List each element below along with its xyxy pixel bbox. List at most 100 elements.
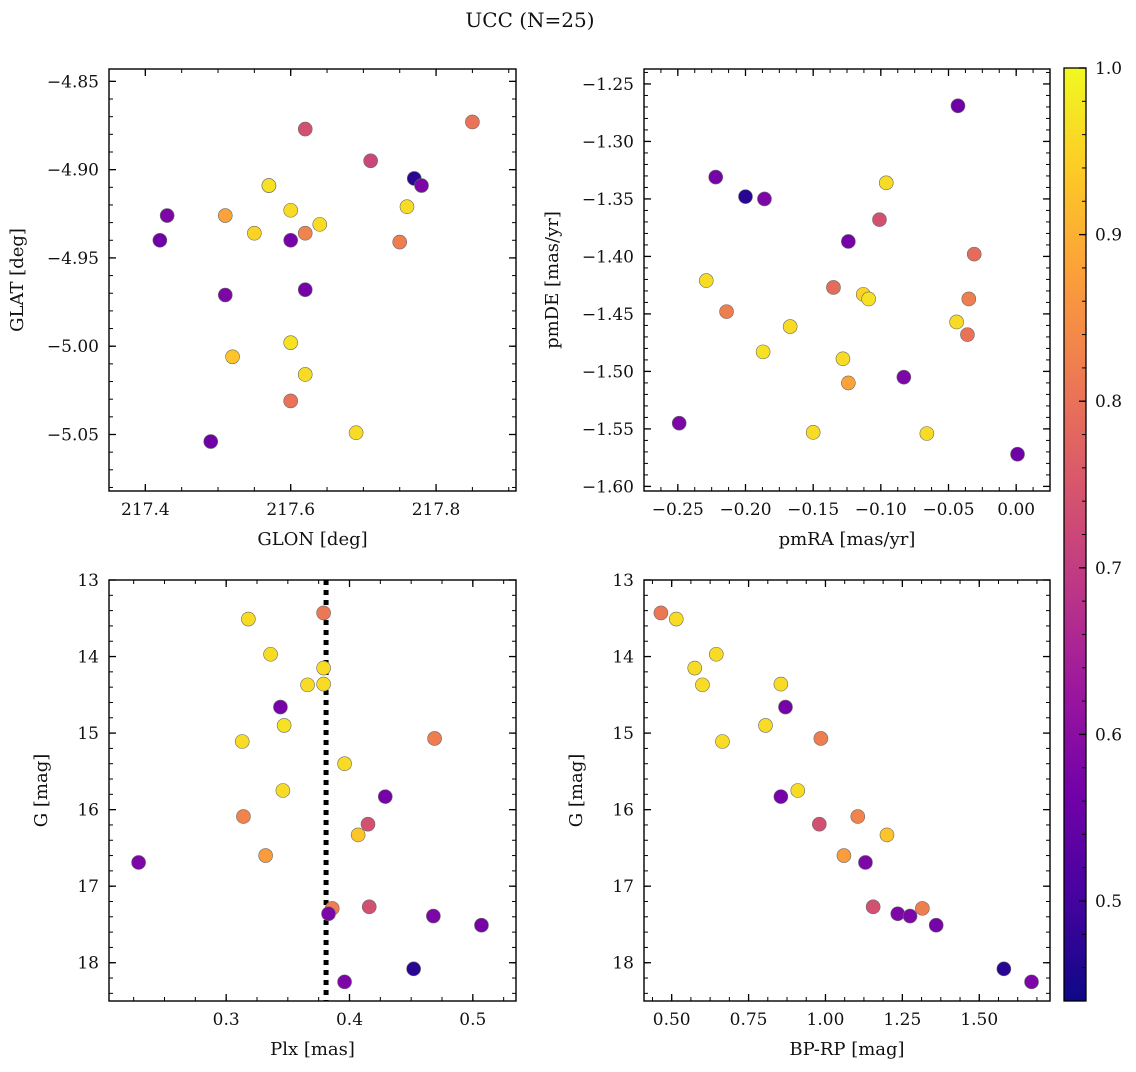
x-tick-label: −0.15: [787, 500, 839, 520]
y-tick-label: 14: [77, 648, 99, 668]
data-point: [414, 178, 429, 193]
x-tick-label: 1.00: [807, 1010, 845, 1030]
data-point: [203, 434, 219, 449]
x-tick-label: 0.3: [213, 1010, 240, 1030]
data-point: [813, 731, 829, 746]
data-point: [152, 232, 168, 248]
y-tick-label: 16: [612, 801, 634, 821]
x-axis-label: BP-RP [mag]: [789, 1039, 904, 1060]
data-point: [131, 855, 146, 870]
data-point: [297, 282, 313, 298]
y-tick-label: −5.05: [47, 425, 99, 445]
x-axis-label: pmRA [mas/yr]: [779, 529, 916, 550]
data-point: [773, 789, 789, 804]
x-tick-label: 217.6: [266, 500, 315, 520]
data-point: [966, 246, 982, 262]
data-point: [841, 234, 856, 249]
data-point: [778, 699, 793, 715]
data-point: [283, 393, 298, 409]
data-point: [949, 314, 964, 330]
data-point: [426, 908, 441, 924]
axes-frame: [108, 68, 517, 492]
data-point: [671, 415, 687, 431]
points: [152, 114, 480, 449]
x-tick-label: −0.05: [922, 500, 974, 520]
y-tick-label: −5.00: [47, 337, 99, 357]
data-point: [316, 605, 331, 621]
data-point: [363, 153, 378, 169]
data-point: [708, 646, 724, 662]
ticks: [109, 579, 516, 1001]
data-point: [273, 699, 288, 715]
y-tick-label: −4.95: [47, 249, 99, 269]
data-point: [392, 234, 408, 250]
panels: 217.4 217.6 217.8 −4.85 −4.90 −4.95 −5.00 −5.05…: [7, 68, 1051, 1060]
data-point: [715, 734, 730, 749]
data-point: [695, 677, 710, 693]
data-point: [835, 351, 851, 367]
data-point: [708, 169, 724, 185]
data-point: [668, 611, 684, 627]
y-tick-label: −1.45: [582, 305, 634, 325]
data-point: [1010, 446, 1025, 462]
data-point: [283, 202, 298, 218]
minor-ticks: [109, 580, 516, 1001]
data-point: [738, 189, 753, 204]
data-point: [755, 344, 771, 360]
y-axis-label: G [mag]: [566, 754, 587, 827]
y-tick-label: 13: [612, 571, 634, 591]
data-point: [217, 287, 233, 303]
data-point: [890, 906, 906, 922]
x-axis-label: GLON [deg]: [257, 529, 367, 550]
data-point: [241, 611, 256, 627]
data-point: [896, 369, 912, 385]
x-tick-label: 1.50: [960, 1010, 998, 1030]
data-point: [757, 191, 772, 207]
y-tick-label: 17: [77, 877, 99, 897]
y-tick-label: −4.85: [47, 72, 99, 92]
minor-ticks: [108, 69, 516, 491]
data-point: [836, 848, 852, 863]
x-tick-label: 217.4: [121, 500, 170, 520]
y-tick-label: 14: [612, 648, 634, 668]
data-point: [236, 809, 251, 824]
points: [671, 98, 1025, 462]
x-tick-label: −0.20: [719, 500, 771, 520]
ticks: [644, 579, 1050, 1001]
data-point: [928, 917, 944, 933]
data-point: [312, 217, 328, 232]
data-point: [406, 961, 421, 977]
data-point: [159, 208, 175, 223]
data-point: [950, 98, 966, 114]
axes-frame: [108, 579, 517, 1002]
data-point: [300, 677, 315, 693]
data-point: [276, 718, 292, 733]
data-point: [858, 855, 873, 870]
panel-top-left: 217.4 217.6 217.8 −4.85 −4.90 −4.95 −5.00 −5.05…: [7, 68, 517, 550]
x-tick-label: 0.50: [653, 1010, 691, 1030]
data-point: [234, 734, 250, 749]
data-point: [316, 676, 331, 692]
data-point: [872, 212, 887, 227]
y-tick-label: 18: [77, 954, 99, 974]
minor-ticks: [644, 580, 1050, 1001]
data-point: [698, 273, 714, 288]
data-point: [350, 827, 366, 843]
colorbar-tick-label: 0.6: [1095, 725, 1122, 745]
data-point: [805, 425, 821, 440]
data-point: [297, 121, 313, 137]
x-axis-label: Plx [mas]: [270, 1039, 355, 1060]
points: [131, 605, 489, 990]
data-point: [773, 676, 789, 692]
x-tick-label: 217.8: [412, 500, 461, 520]
y-tick-label: 15: [77, 724, 99, 744]
y-tick-label: 15: [612, 724, 634, 744]
data-point: [879, 827, 895, 843]
colorbar-tick-label: 0.7: [1095, 559, 1122, 579]
data-point: [996, 961, 1012, 977]
data-point: [258, 848, 273, 863]
x-tick-label: 0.75: [730, 1010, 768, 1030]
data-point: [275, 783, 291, 798]
data-point: [225, 349, 240, 365]
